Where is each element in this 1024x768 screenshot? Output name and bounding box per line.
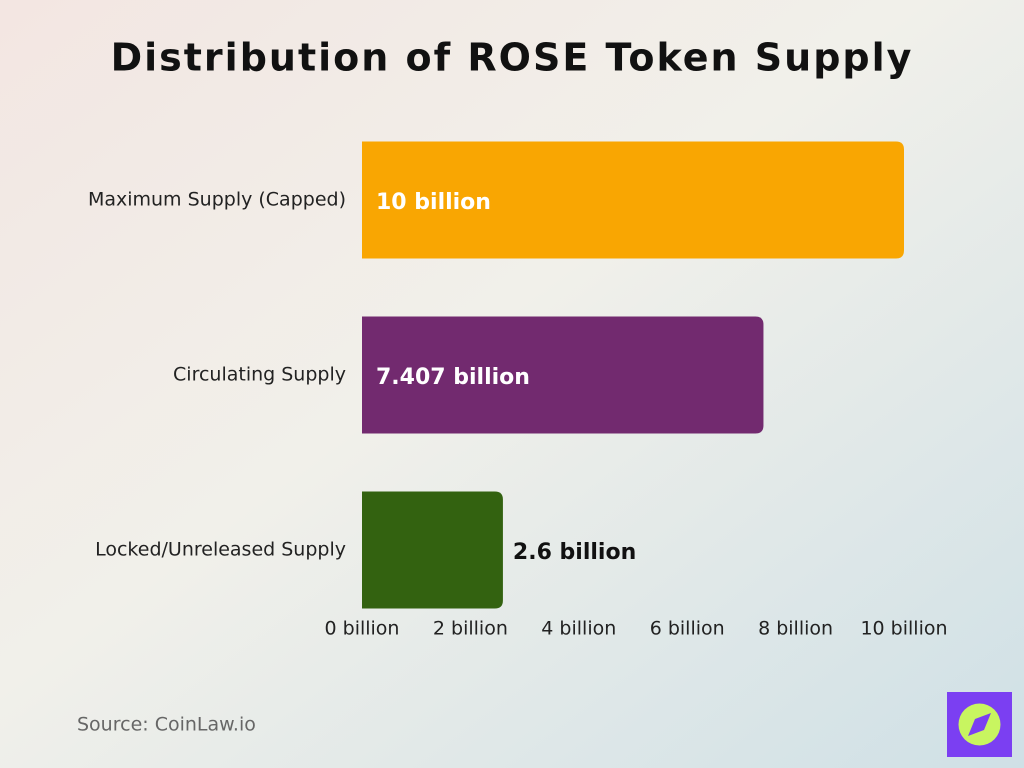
x-tick-label: 8 billion xyxy=(758,618,833,640)
y-tick-label: Locked/Unreleased Supply xyxy=(95,539,346,561)
value-label: 10 billion xyxy=(376,190,491,215)
bar xyxy=(362,316,764,434)
x-tick-label: 0 billion xyxy=(325,618,400,640)
x-tick-label: 6 billion xyxy=(650,618,725,640)
value-label: 7.407 billion xyxy=(376,365,530,390)
x-tick-label: 2 billion xyxy=(433,618,508,640)
bar xyxy=(362,491,503,609)
chart-title: Distribution of ROSE Token Supply xyxy=(111,36,914,80)
y-tick-label: Maximum Supply (Capped) xyxy=(88,189,346,211)
value-label: 2.6 billion xyxy=(513,540,636,565)
bar xyxy=(362,141,904,259)
x-tick-label: 4 billion xyxy=(541,618,616,640)
x-tick-label: 10 billion xyxy=(860,618,947,640)
y-tick-label: Circulating Supply xyxy=(173,364,346,386)
logo xyxy=(947,692,1012,757)
source: Source: CoinLaw.io xyxy=(77,714,256,736)
